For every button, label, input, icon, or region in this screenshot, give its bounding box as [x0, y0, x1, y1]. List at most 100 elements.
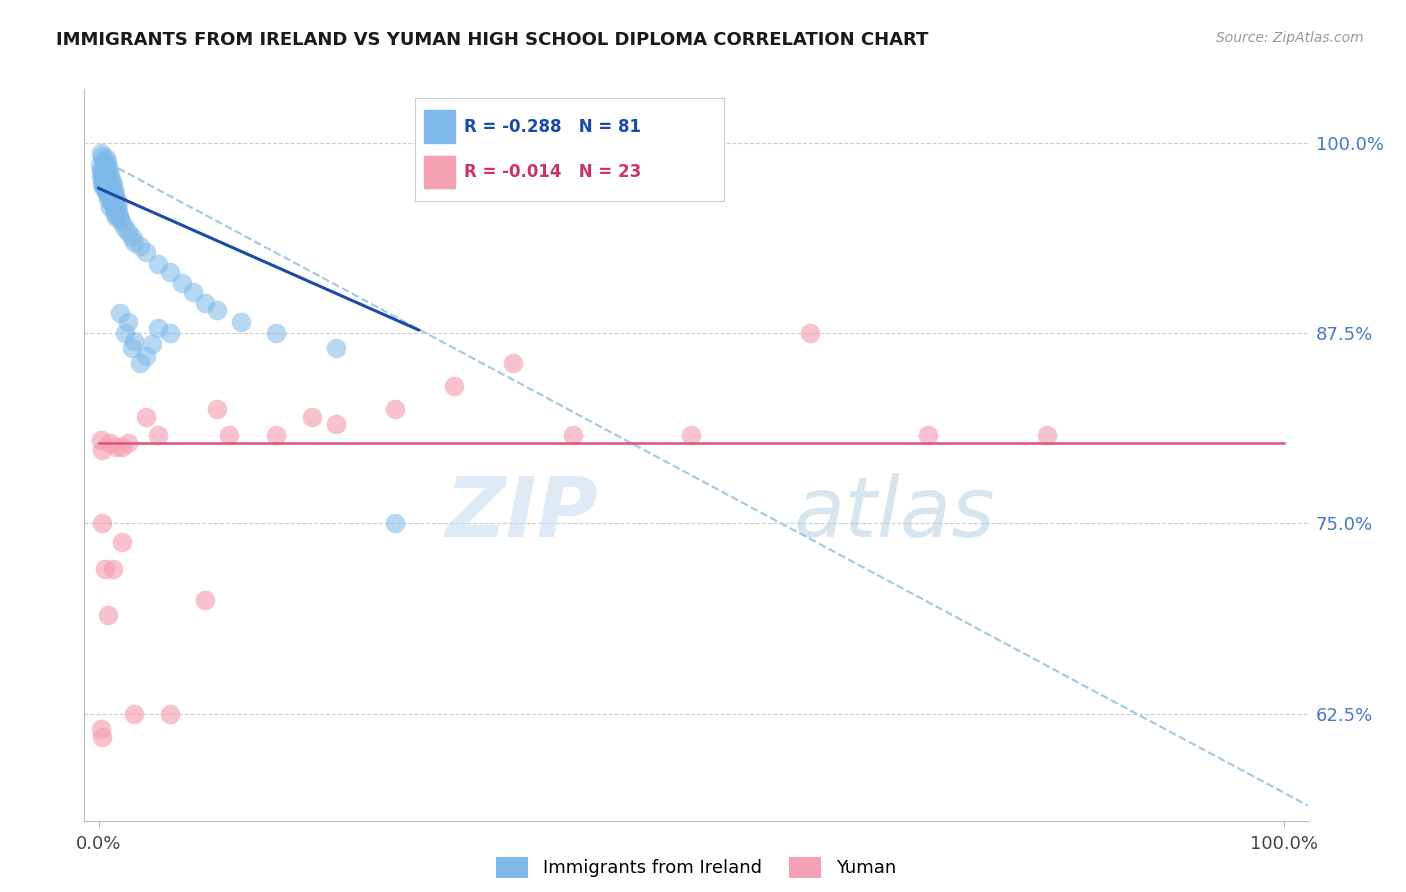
Point: [90, 163, 112, 178]
Text: R = -0.288   N = 81: R = -0.288 N = 81: [464, 118, 641, 136]
Point: [97, 183, 120, 197]
Point: [917, 428, 939, 442]
Point: [90, 146, 112, 161]
Point: [91, 172, 114, 186]
Point: [141, 336, 163, 351]
Point: [103, 183, 125, 197]
Point: [98, 187, 121, 202]
Point: [105, 440, 128, 454]
Point: [103, 202, 125, 217]
Point: [93, 181, 115, 195]
Point: [135, 349, 157, 363]
Point: [205, 303, 228, 318]
Point: [101, 178, 124, 193]
Text: ZIP: ZIP: [446, 473, 598, 554]
Point: [159, 326, 181, 340]
Point: [96, 155, 118, 169]
Point: [104, 196, 127, 211]
Point: [122, 706, 145, 721]
Point: [122, 334, 145, 348]
Point: [100, 169, 122, 183]
Point: [135, 245, 157, 260]
Point: [146, 428, 169, 442]
Point: [91, 443, 114, 458]
Point: [100, 173, 122, 187]
Bar: [425, 155, 456, 188]
Point: [97, 192, 120, 206]
Point: [108, 211, 131, 226]
Point: [97, 160, 120, 174]
Point: [681, 428, 703, 442]
Point: [121, 341, 143, 355]
Point: [91, 149, 114, 163]
Text: atlas: atlas: [794, 473, 995, 554]
Point: [90, 723, 112, 737]
Point: [97, 607, 120, 622]
Point: [111, 440, 134, 454]
Point: [384, 516, 406, 531]
Point: [93, 170, 115, 185]
Point: [96, 187, 118, 202]
Point: [91, 179, 114, 194]
Point: [91, 153, 114, 168]
Point: [159, 265, 181, 279]
Point: [117, 226, 139, 240]
Point: [799, 326, 821, 340]
Point: [325, 341, 347, 355]
Point: [229, 315, 252, 329]
Text: Source: ZipAtlas.com: Source: ZipAtlas.com: [1216, 31, 1364, 45]
Point: [443, 379, 465, 393]
Point: [502, 356, 524, 370]
Point: [205, 402, 228, 417]
Point: [117, 315, 139, 329]
Point: [1036, 428, 1059, 442]
Point: [561, 428, 583, 442]
Point: [91, 164, 114, 178]
Point: [266, 326, 288, 340]
Point: [107, 209, 129, 223]
Point: [89, 158, 111, 172]
Point: [100, 435, 122, 450]
Point: [108, 306, 131, 320]
Point: [135, 409, 157, 424]
Point: [91, 177, 114, 191]
Point: [97, 173, 120, 187]
Point: [105, 200, 128, 214]
Point: [146, 321, 169, 335]
Point: [194, 295, 217, 310]
Point: [129, 356, 152, 370]
Point: [301, 409, 323, 424]
Point: [170, 276, 193, 290]
Point: [94, 151, 117, 165]
Point: [93, 161, 115, 176]
Point: [129, 239, 152, 253]
Text: R = -0.014   N = 23: R = -0.014 N = 23: [464, 163, 641, 181]
Point: [111, 216, 134, 230]
Point: [100, 184, 122, 198]
Point: [98, 164, 121, 178]
Point: [101, 562, 124, 576]
Point: [107, 196, 129, 211]
Point: [104, 187, 127, 202]
Point: [121, 230, 143, 244]
Point: [90, 433, 112, 447]
Point: [104, 207, 127, 221]
Point: [159, 706, 181, 721]
Point: [107, 204, 129, 219]
Legend: Immigrants from Ireland, Yuman: Immigrants from Ireland, Yuman: [489, 849, 903, 885]
Bar: [425, 111, 456, 144]
Point: [101, 187, 124, 202]
Point: [94, 175, 117, 189]
Point: [94, 184, 117, 198]
Point: [100, 181, 122, 195]
Point: [93, 157, 115, 171]
Point: [384, 402, 406, 417]
Point: [91, 168, 114, 182]
Point: [117, 435, 139, 450]
Point: [183, 285, 205, 299]
Point: [111, 534, 134, 549]
Text: IMMIGRANTS FROM IRELAND VS YUMAN HIGH SCHOOL DIPLOMA CORRELATION CHART: IMMIGRANTS FROM IRELAND VS YUMAN HIGH SC…: [56, 31, 928, 49]
Point: [122, 235, 145, 249]
Point: [91, 516, 114, 531]
Point: [90, 169, 112, 183]
